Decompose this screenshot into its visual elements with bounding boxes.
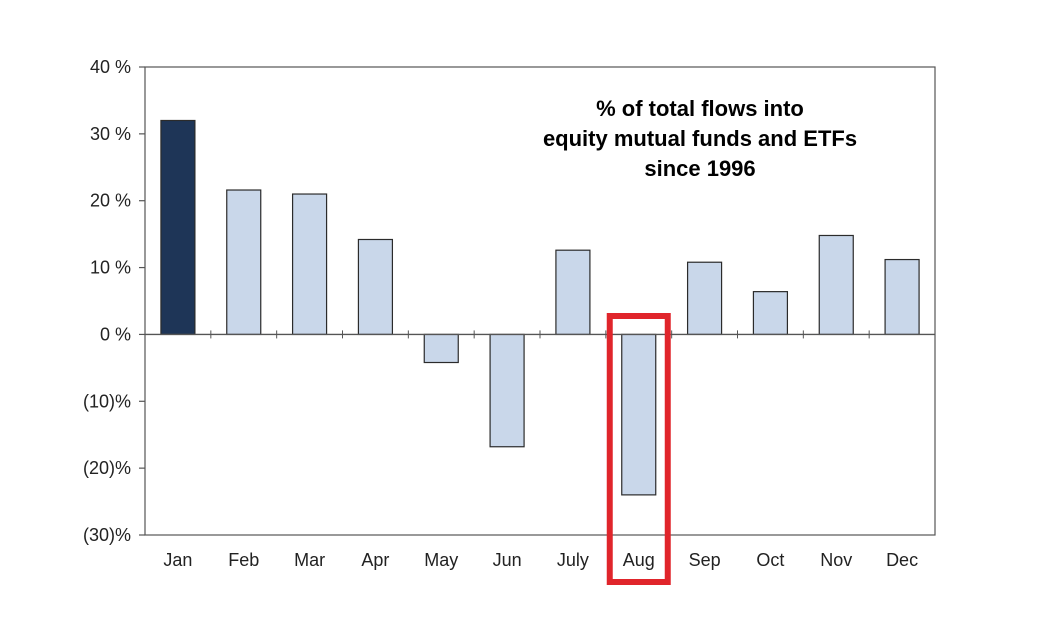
y-tick-label: 20 %	[90, 191, 131, 211]
bar-aug	[621, 333, 657, 496]
chart-title-line-1: % of total flows into	[596, 96, 804, 121]
bar-mar	[291, 193, 328, 336]
y-tick-label: 40 %	[90, 57, 131, 77]
y-tick-label: (20)%	[83, 458, 131, 478]
chart-title-line-2: equity mutual funds and ETFs	[542, 126, 858, 151]
x-tick-label: Nov	[820, 550, 852, 570]
bar-july	[555, 249, 591, 336]
x-tick-label: Jan	[163, 550, 192, 570]
bar-jan	[160, 119, 196, 336]
y-tick-label: 30 %	[90, 124, 131, 144]
bar-apr	[357, 238, 394, 336]
x-tick-label: Mar	[294, 550, 325, 570]
x-tick-label: Oct	[756, 550, 784, 570]
x-tick-label: Dec	[886, 550, 918, 570]
x-tick-label: July	[557, 550, 589, 570]
x-tick-label: Apr	[361, 550, 389, 570]
y-tick-label: (10)%	[83, 391, 131, 411]
x-tick-label: Jun	[493, 550, 522, 570]
bar-jun	[489, 333, 525, 448]
bar-nov	[818, 234, 854, 336]
x-tick-label: May	[424, 550, 458, 570]
bar-dec	[884, 258, 920, 336]
chart-title: % of total flows into equity mutual fund…	[500, 94, 900, 184]
x-tick-label: Feb	[228, 550, 259, 570]
x-tick-label: Aug	[623, 550, 655, 570]
plot-frame	[144, 66, 936, 536]
y-tick-label: 0 %	[100, 324, 131, 344]
bar-may	[423, 333, 459, 364]
y-tick-label: 10 %	[90, 258, 131, 278]
bar-feb	[226, 189, 262, 336]
bar-oct	[752, 291, 789, 336]
chart-title-line-3: since 1996	[644, 156, 756, 181]
bar-sep	[686, 261, 723, 336]
x-tick-label: Sep	[689, 550, 721, 570]
highlight-box	[606, 313, 671, 585]
y-tick-label: (30)%	[83, 525, 131, 545]
